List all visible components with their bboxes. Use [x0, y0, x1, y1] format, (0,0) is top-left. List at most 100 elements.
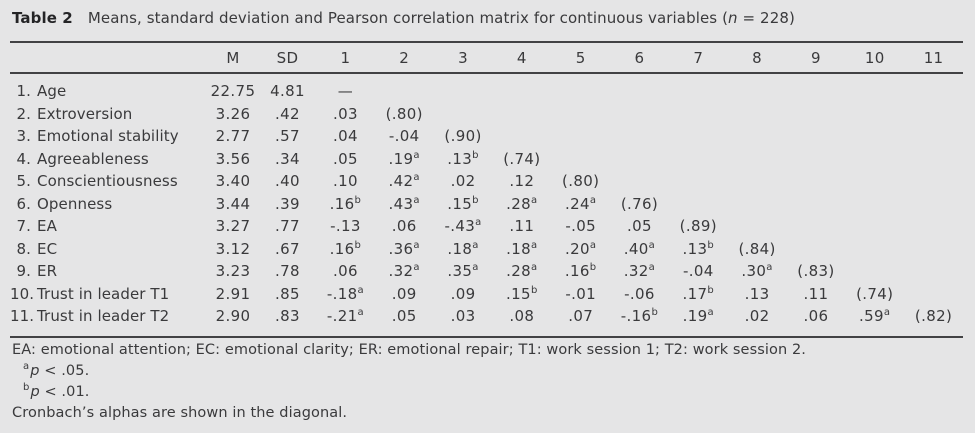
table-cell	[551, 73, 610, 103]
table-cell: (.90)	[444, 127, 482, 146]
table-cell: 2.91	[215, 284, 251, 303]
table-cell: 3.44	[215, 194, 251, 213]
row-label: 8. EC	[10, 238, 207, 261]
table-cell	[845, 103, 904, 126]
table-cell	[728, 148, 787, 171]
significance-marker: b	[651, 307, 659, 319]
table-cell: .06	[803, 307, 829, 326]
table-cell: .15b	[447, 194, 479, 213]
table-cell: -.01	[565, 284, 596, 303]
table-row: 9. ER 3.23 .78 .06 .32a .35a .28a .16b .32a -.04 .3…	[10, 260, 963, 283]
table-cell	[787, 73, 846, 103]
table-cell: .32a	[623, 262, 656, 281]
table-row: 5. Conscientiousness 3.40 .40 .10 .42a .02 .12 (…	[10, 170, 963, 193]
table-cell	[904, 170, 963, 193]
table-cell	[845, 193, 904, 216]
table-row: 4. Agreeableness 3.56 .34 .05 .19a .13b (.74)	[10, 148, 963, 171]
significance-marker: a	[413, 172, 420, 184]
correlation-matrix-table: M SD 1 2 3 4 5 6 7 8 9 10 11 1. Age 22.75 4.81 — 2. Extrov…	[10, 41, 963, 338]
table-cell: -.06	[624, 284, 655, 303]
table-cell: .78	[275, 262, 300, 281]
table-row: 6. Openness 3.44 .39 .16b .43a .15b .28a .24a (.7…	[10, 193, 963, 216]
table-cell: .11	[509, 217, 535, 236]
significance-marker: a	[883, 307, 891, 319]
table-cell: .10	[332, 172, 358, 191]
table-cell	[904, 125, 963, 148]
significance-marker: a	[589, 239, 597, 251]
row-number: 9.	[16, 262, 31, 281]
row-number: 11.	[10, 307, 35, 326]
table-cell	[728, 73, 787, 103]
significance-marker: b	[354, 239, 362, 251]
table-cell: .28a	[506, 262, 538, 281]
table-cell	[904, 238, 963, 261]
table-row: 1. Age 22.75 4.81 —	[10, 73, 963, 103]
row-label: 2. Extroversion	[10, 103, 207, 126]
table-cell: .85	[275, 284, 300, 303]
row-label: 11. Trust in leader T2	[10, 305, 207, 337]
column-header: 8	[752, 48, 763, 67]
table-cell	[845, 125, 904, 148]
footnote-significance-b: bp < .01.	[23, 382, 90, 400]
table-header-row: M SD 1 2 3 4 5 6 7 8 9 10 11	[10, 42, 963, 73]
table-cell: -.05	[565, 217, 596, 236]
row-label: 4. Agreeableness	[10, 148, 207, 171]
significance-marker: a	[589, 194, 597, 206]
significance-marker-a: a	[23, 361, 30, 373]
row-number: 1.	[16, 82, 31, 101]
table-cell: .36a	[388, 239, 420, 258]
table-cell	[610, 73, 669, 103]
table-cell	[492, 125, 551, 148]
table-cell: .05	[627, 217, 652, 236]
row-label: 5. Conscientiousness	[10, 170, 207, 193]
table-number: Table 2	[12, 9, 73, 27]
table-cell: .24a	[564, 194, 597, 213]
table-cell: .57	[275, 127, 300, 146]
table-cell: .05	[332, 149, 358, 168]
variable-name: ER	[37, 262, 58, 281]
column-header: SD	[276, 48, 299, 67]
table-cell: .02	[450, 172, 476, 191]
table-cell: .06	[391, 217, 417, 236]
footnote-abbreviations: EA: emotional attention; EC: emotional c…	[12, 342, 807, 358]
table-cell	[787, 170, 846, 193]
row-label: 6. Openness	[10, 193, 207, 216]
table-cell: (.83)	[797, 262, 835, 281]
table-cell	[904, 148, 963, 171]
column-header: M	[226, 48, 240, 67]
table-cell: .09	[450, 284, 476, 303]
table-cell: —	[337, 82, 354, 101]
variable-name: EA	[37, 217, 57, 236]
significance-marker: b	[530, 284, 538, 296]
column-header: 7	[693, 48, 704, 67]
table-cell: .40a	[623, 239, 656, 258]
significance-marker: a	[648, 262, 656, 274]
variable-name: Age	[37, 82, 67, 101]
footnote-significance-a: ap < .05.	[23, 361, 90, 379]
row-number: 4.	[16, 149, 31, 168]
table-cell: 22.75	[210, 82, 256, 101]
table-cell: .16b	[564, 262, 597, 281]
table-cell: .05	[391, 307, 417, 326]
row-label: 9. ER	[10, 260, 207, 283]
table-cell	[845, 73, 904, 103]
table-cell: .35a	[447, 262, 479, 281]
row-number: 5.	[16, 172, 31, 191]
significance-marker: b	[354, 194, 362, 206]
table-row: 11. Trust in leader T2 2.90 .83 -.21a .05 .03.…	[10, 305, 963, 337]
table-cell: .02	[744, 307, 770, 326]
table-cell: -.43a	[444, 217, 482, 236]
table-cell: .03	[450, 307, 476, 326]
table-cell	[787, 215, 846, 238]
p-symbol: p	[30, 384, 40, 400]
table-cell	[904, 103, 963, 126]
column-header: 6	[634, 48, 645, 67]
table-row: 8. EC 3.12 .67 .16b .36a .18a .18a .20a .40a .13b (…	[10, 238, 963, 261]
variable-name: Agreeableness	[37, 149, 149, 168]
table-cell	[904, 215, 963, 238]
table-row: 3. Emotional stability 2.77 .57 .04 -.04 (.90)	[10, 125, 963, 148]
variable-name: Trust in leader T1	[37, 284, 170, 303]
table-cell	[669, 170, 728, 193]
significance-marker: a	[531, 239, 538, 251]
